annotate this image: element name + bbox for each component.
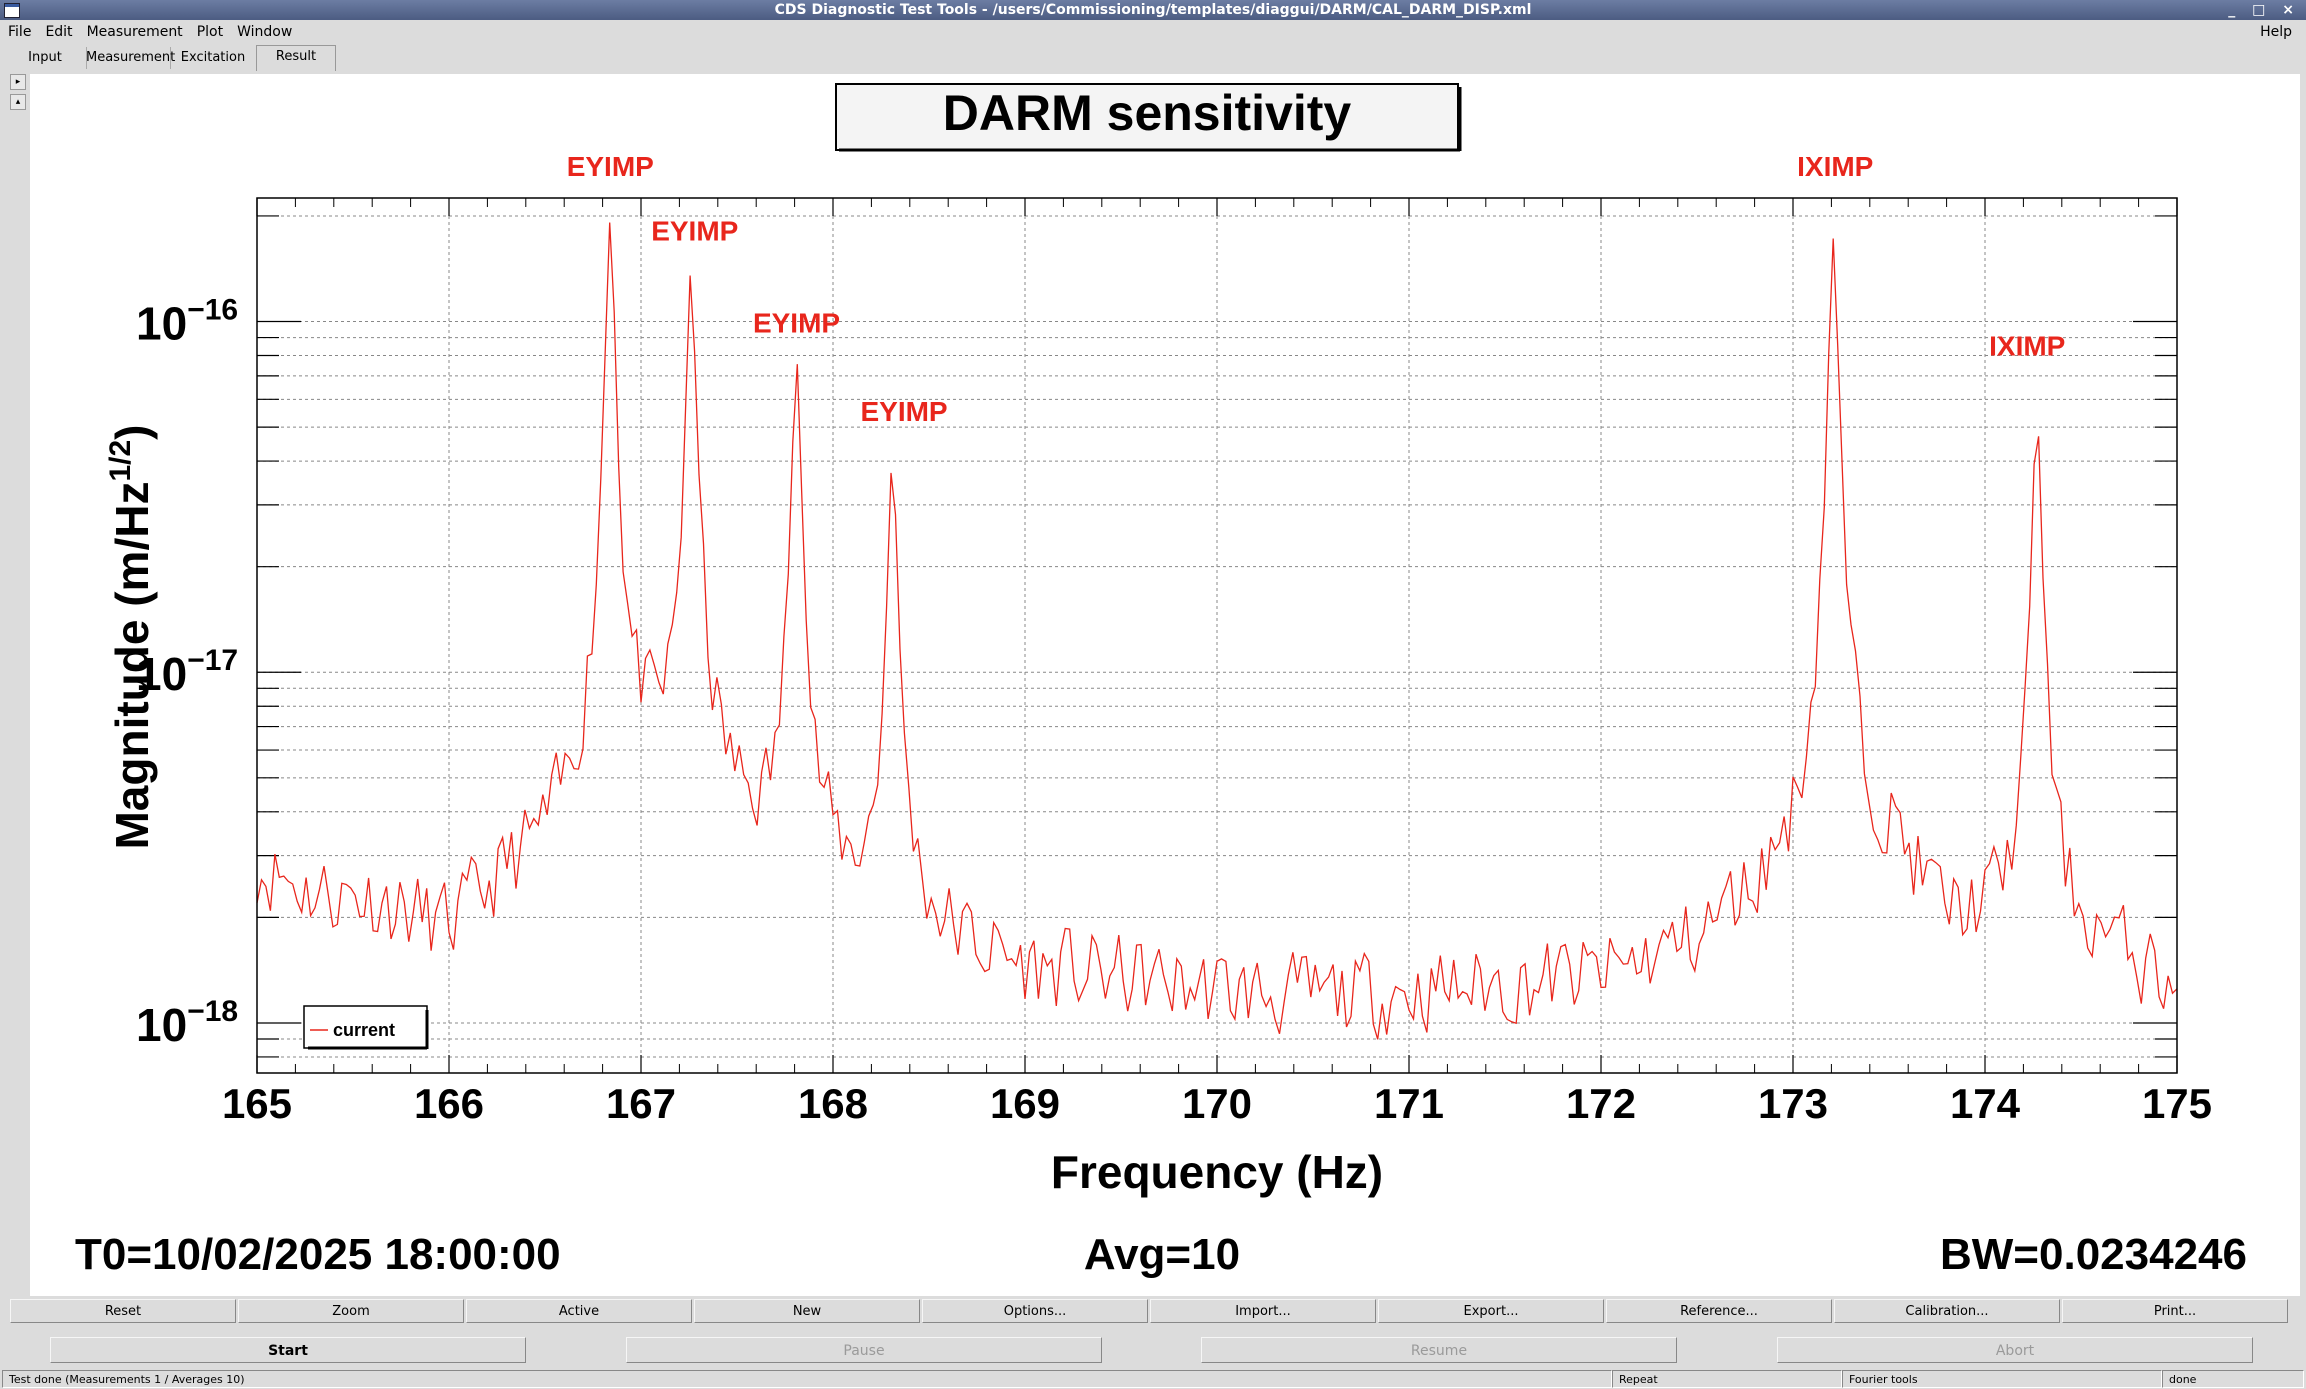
window-menu-icon[interactable] <box>4 3 20 18</box>
x-axis-label: Frequency (Hz) <box>1051 1146 1383 1198</box>
tab-result[interactable]: Result <box>256 45 336 71</box>
x-tick-label: 175 <box>2142 1080 2212 1127</box>
tab-bar: Input Measurement Excitation Result <box>4 45 336 71</box>
t0-label: T0=10/02/2025 18:00:00 <box>75 1230 561 1279</box>
tab-input[interactable]: Input <box>4 47 87 69</box>
active-button[interactable]: Active <box>466 1299 692 1323</box>
panel-side-controls: ▸ ▴ <box>10 74 28 114</box>
peak-annotations: EYIMP EYIMP EYIMP EYIMP IXIMP IXIMP <box>567 151 2066 427</box>
status-state: done <box>2162 1370 2304 1388</box>
calibration-button[interactable]: Calibration... <box>1834 1299 2060 1323</box>
x-tick-label: 166 <box>414 1080 484 1127</box>
zoom-button[interactable]: Zoom <box>238 1299 464 1323</box>
bw-label: BW=0.0234246 <box>1940 1230 2247 1279</box>
avg-label: Avg=10 <box>1084 1230 1240 1279</box>
export-button[interactable]: Export... <box>1378 1299 1604 1323</box>
reset-button[interactable]: Reset <box>10 1299 236 1323</box>
peak-label: EYIMP <box>651 216 738 247</box>
tab-measurement[interactable]: Measurement <box>86 47 175 69</box>
menu-file[interactable]: File <box>8 24 32 40</box>
start-button[interactable]: Start <box>50 1337 526 1363</box>
plot-frame <box>256 197 2178 1074</box>
window-title-bar[interactable]: CDS Diagnostic Test Tools - /users/Commi… <box>0 0 2306 20</box>
new-button[interactable]: New <box>694 1299 920 1323</box>
menu-window[interactable]: Window <box>237 24 293 40</box>
y-tick-label: 10−16 <box>136 294 238 350</box>
reference-button[interactable]: Reference... <box>1606 1299 1832 1323</box>
status-repeat: Repeat <box>1612 1370 1842 1388</box>
x-tick-label: 165 <box>222 1080 292 1127</box>
measurement-controls: Start Pause Resume Abort <box>0 1337 2306 1365</box>
peak-label: EYIMP <box>753 308 840 339</box>
window-controls[interactable]: _ □ × <box>2228 2 2300 18</box>
x-tick-label: 169 <box>990 1080 1060 1127</box>
x-tick-label: 171 <box>1374 1080 1444 1127</box>
y-tick-label: 10−18 <box>136 995 238 1051</box>
options-button[interactable]: Options... <box>922 1299 1148 1323</box>
tick-labels: 165 166 167 168 169 170 171 172 173 174 175 10−16 10… <box>136 294 2212 1127</box>
expand-arrow-icon[interactable]: ▸ <box>10 74 26 90</box>
menu-plot[interactable]: Plot <box>196 24 224 40</box>
status-message: Test done (Measurements 1 / Averages 10) <box>2 1370 1612 1388</box>
pause-button[interactable]: Pause <box>626 1337 1102 1363</box>
darm-chart: 165 166 167 168 169 170 171 172 173 174 175 10−16 10… <box>75 83 2247 1279</box>
y-axis-label: Magnitude (m/Hz1/2) <box>104 424 158 849</box>
resume-button[interactable]: Resume <box>1201 1337 1677 1363</box>
peak-label: IXIMP <box>1989 331 2065 362</box>
status-bar: Test done (Measurements 1 / Averages 10)… <box>0 1370 2306 1389</box>
peak-label: EYIMP <box>567 151 654 182</box>
x-tick-label: 168 <box>798 1080 868 1127</box>
axis-ticks <box>256 198 2178 1073</box>
print-button[interactable]: Print... <box>2062 1299 2288 1323</box>
menu-edit[interactable]: Edit <box>45 24 73 40</box>
tab-excitation[interactable]: Excitation <box>170 47 257 69</box>
x-tick-label: 170 <box>1182 1080 1252 1127</box>
series-line-current <box>256 222 2178 1040</box>
grid-lines <box>257 198 2177 1073</box>
window-title: CDS Diagnostic Test Tools - /users/Commi… <box>774 2 1532 18</box>
legend-label: current <box>333 1020 395 1040</box>
chart-title: DARM sensitivity <box>943 85 1352 141</box>
menu-bar: File Edit Measurement Plot Window Help <box>0 20 2306 44</box>
status-fourier: Fourier tools <box>1842 1370 2162 1388</box>
x-tick-label: 167 <box>606 1080 676 1127</box>
x-tick-label: 174 <box>1950 1080 2021 1127</box>
plot-panel[interactable]: 165 166 167 168 169 170 171 172 173 174 175 10−16 10… <box>30 74 2300 1296</box>
collapse-arrow-icon[interactable]: ▴ <box>10 94 26 110</box>
x-tick-label: 172 <box>1566 1080 1636 1127</box>
menu-measurement[interactable]: Measurement <box>86 24 183 40</box>
x-tick-label: 173 <box>1758 1080 1828 1127</box>
menu-help[interactable]: Help <box>2260 24 2292 40</box>
peak-label: EYIMP <box>860 396 947 427</box>
peak-label: IXIMP <box>1797 151 1873 182</box>
abort-button[interactable]: Abort <box>1777 1337 2253 1363</box>
import-button[interactable]: Import... <box>1150 1299 1376 1323</box>
plot-toolbar: Reset Zoom Active New Options... Import.… <box>10 1299 2296 1323</box>
